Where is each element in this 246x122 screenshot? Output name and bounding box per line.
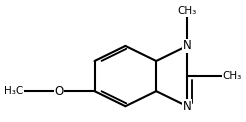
Text: N: N: [183, 100, 191, 113]
Text: O: O: [54, 85, 63, 98]
Text: H₃C: H₃C: [4, 86, 23, 96]
Text: N: N: [183, 39, 191, 52]
Text: CH₃: CH₃: [223, 71, 242, 81]
Text: CH₃: CH₃: [177, 6, 197, 16]
